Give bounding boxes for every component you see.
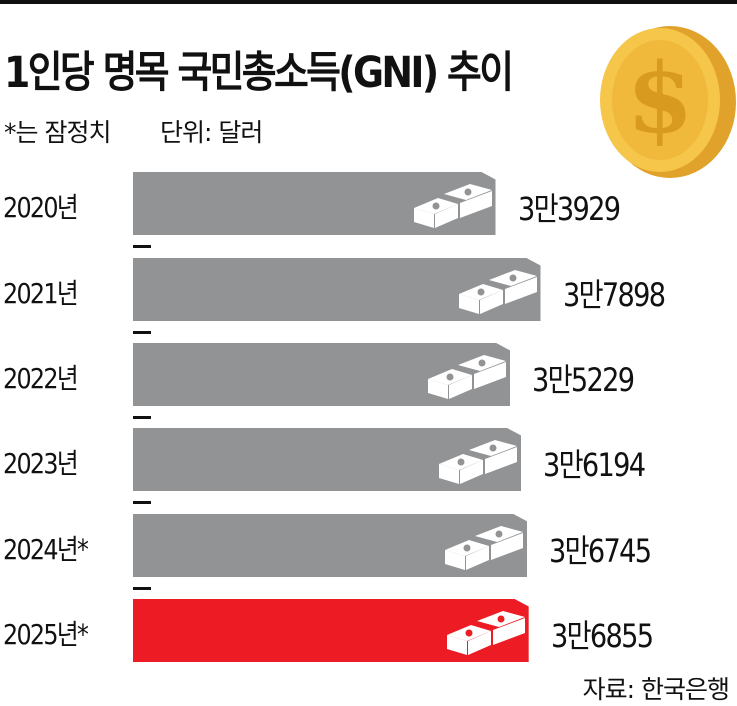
- top-rule: [0, 0, 737, 4]
- category-label: 2020년: [3, 191, 79, 224]
- axis-tick: [133, 331, 151, 334]
- axis-tick: [133, 501, 151, 504]
- value-label: 3만6855: [550, 617, 654, 655]
- source: 자료: 한국은행: [582, 675, 730, 704]
- value-label: 3만3929: [517, 190, 621, 228]
- note: *는 잠정치: [4, 118, 111, 147]
- bar-row: 2020년 3만3929: [0, 172, 737, 235]
- unit: 단위: 달러: [160, 118, 263, 147]
- money-stack-icon: [426, 355, 509, 399]
- category-label: 2024년*: [3, 533, 89, 566]
- axis-tick: [133, 587, 151, 590]
- category-label: 2023년: [3, 447, 79, 480]
- category-label: 2025년*: [3, 618, 89, 651]
- bar-row: 2024년* 3만6745: [0, 514, 737, 577]
- bar-row: 2025년* 3만6855: [0, 599, 737, 662]
- money-stack-icon: [444, 611, 527, 655]
- money-stack-icon: [456, 270, 539, 314]
- value-label: 3만5229: [532, 361, 635, 399]
- bar-row: 2021년 3만7898: [0, 258, 737, 321]
- axis-tick: [133, 416, 151, 419]
- money-stack-icon: [443, 526, 526, 570]
- coin-icon: $: [600, 26, 736, 178]
- value-label: 3만6194: [543, 446, 646, 484]
- bar-row: 2022년 3만5229: [0, 343, 737, 406]
- category-label: 2022년: [3, 362, 79, 395]
- axis-tick: [133, 245, 151, 248]
- value-label: 3만7898: [562, 276, 666, 314]
- money-stack-icon: [437, 440, 520, 484]
- money-stack-icon: [411, 184, 494, 228]
- chart-title: 1인당 명목 국민총소득(GNI) 추이: [4, 48, 514, 98]
- bar-row: 2023년 3만6194: [0, 428, 737, 491]
- category-label: 2021년: [3, 277, 79, 310]
- value-label: 3만6745: [549, 532, 652, 570]
- svg-text:$: $: [627, 42, 694, 155]
